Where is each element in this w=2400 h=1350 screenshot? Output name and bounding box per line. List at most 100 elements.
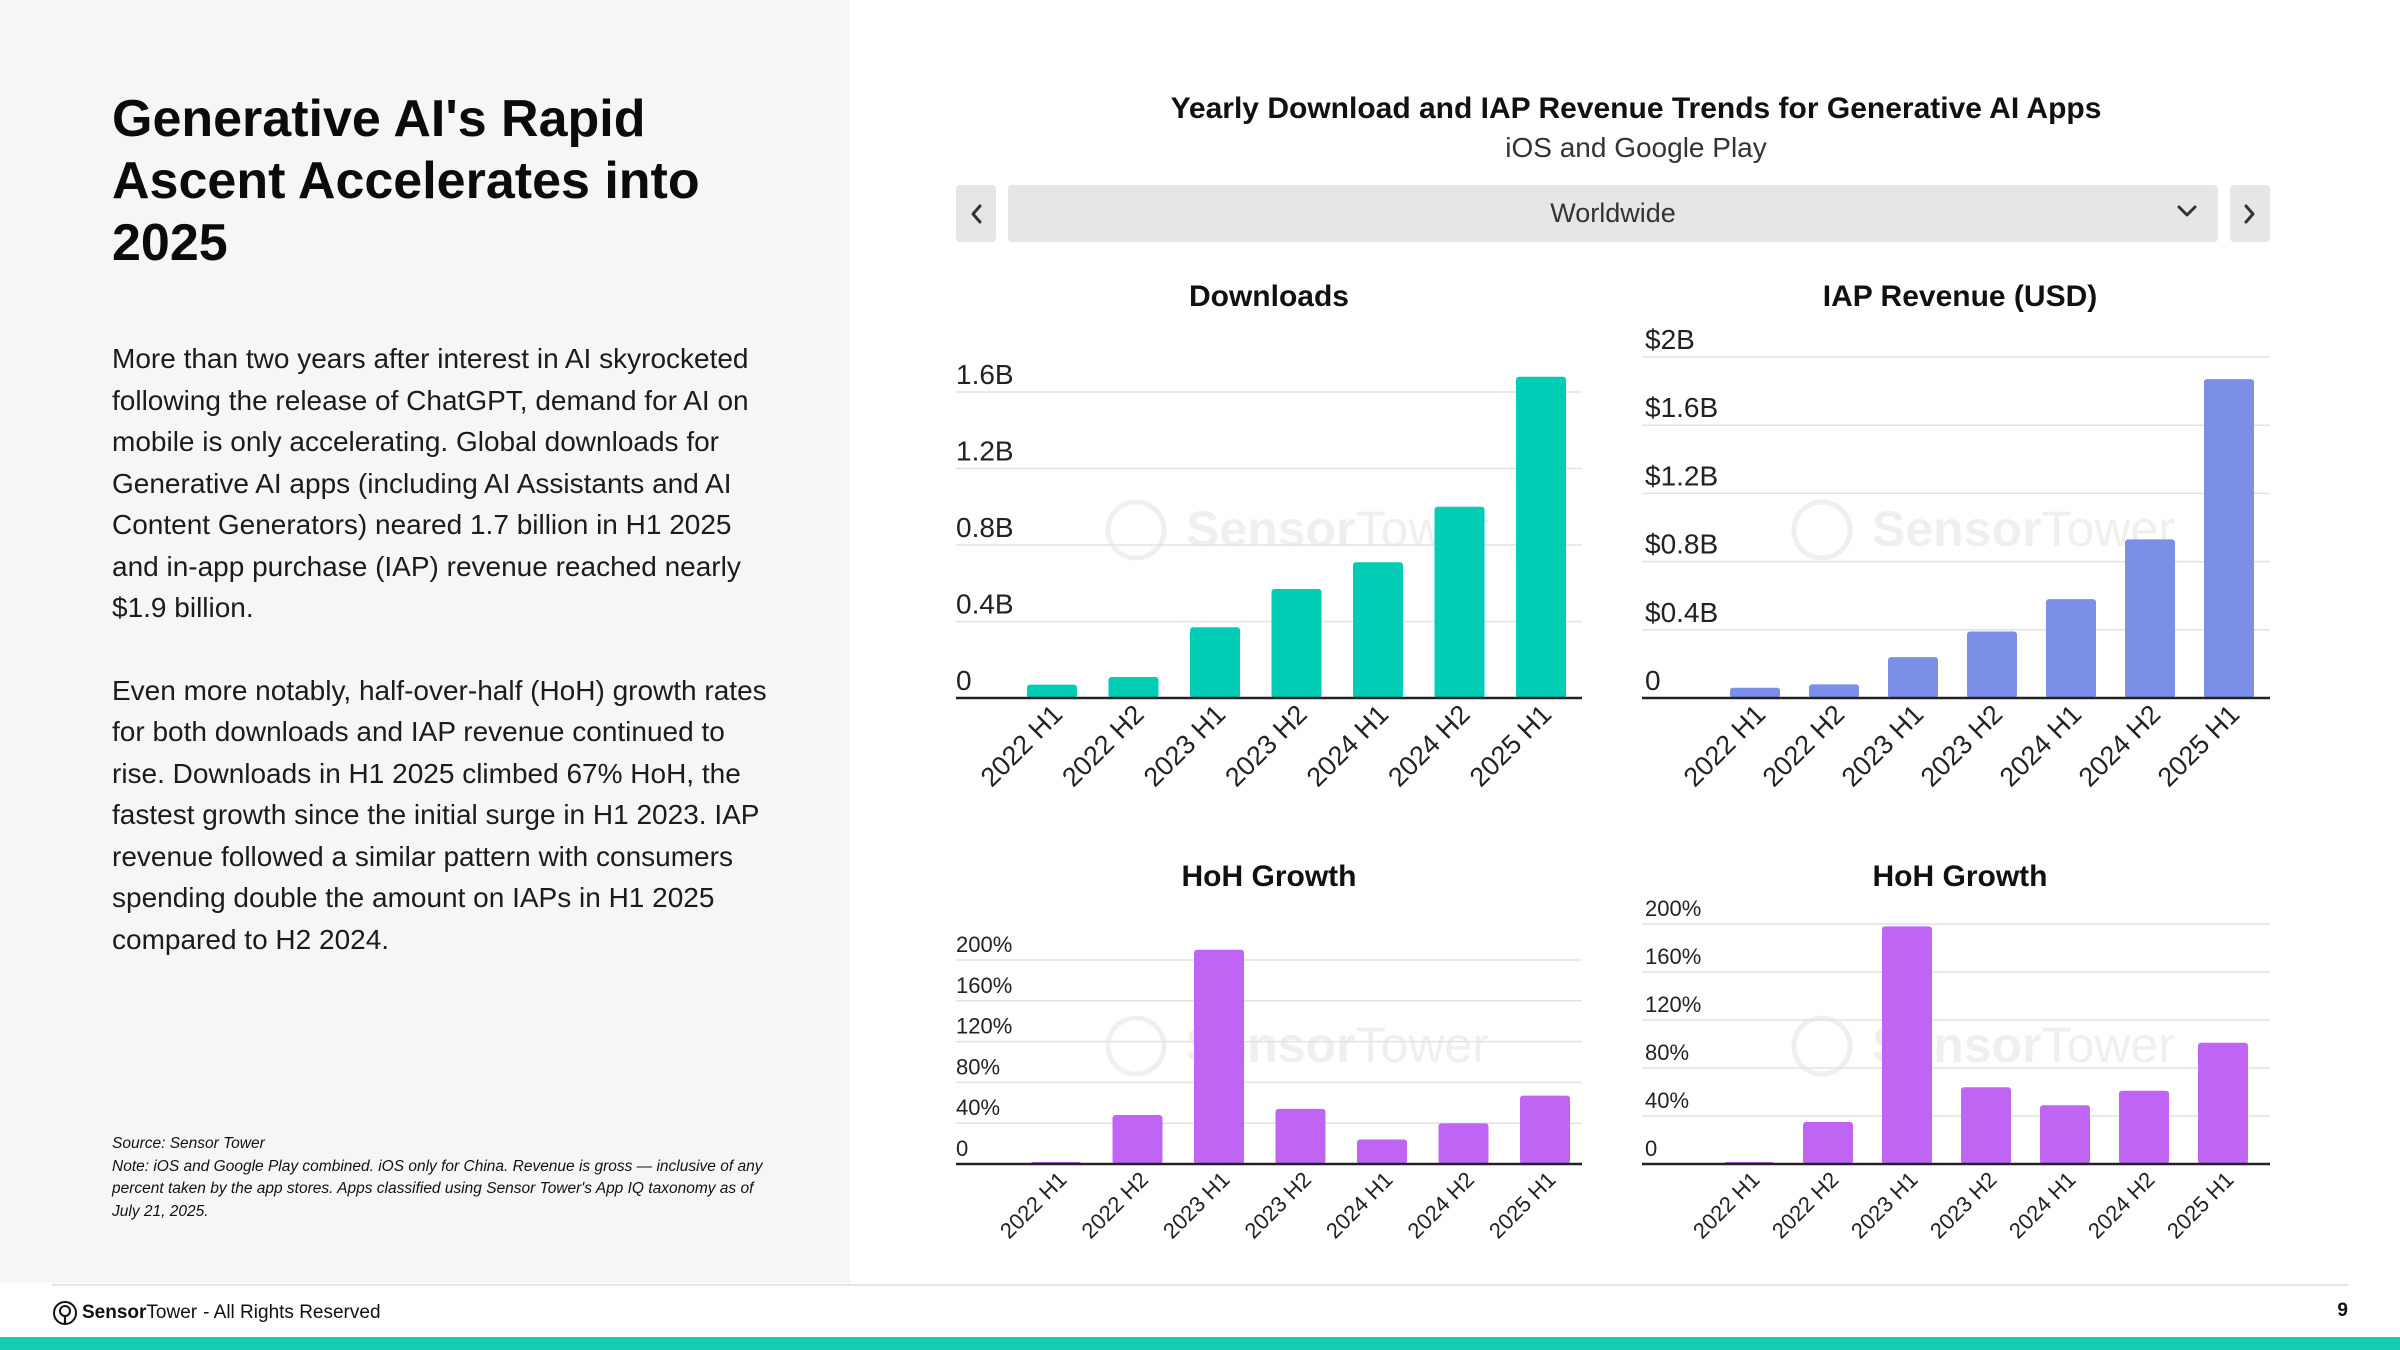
revenue-growth-chart-title: HoH Growth bbox=[1872, 860, 2048, 893]
x-tick-label: 2022 H1 bbox=[1688, 1167, 1765, 1244]
bar-2023-h2[interactable] bbox=[1275, 1108, 1326, 1164]
y-tick-label: 40% bbox=[956, 1095, 1000, 1120]
footer-rights: - All Rights Reserved bbox=[203, 1302, 381, 1323]
x-tick-label: 2023 H1 bbox=[1846, 1167, 1923, 1244]
x-tick-label: 2024 H1 bbox=[1301, 699, 1394, 792]
y-tick-label: 0 bbox=[956, 1136, 968, 1161]
y-tick-label: 200% bbox=[956, 932, 1012, 957]
bar-2024-h2[interactable] bbox=[2125, 539, 2175, 698]
revenue-chart: IAP Revenue (USD) SensorTower 0 $0.4B $0.8B… bbox=[1642, 276, 2270, 816]
chevron-right-icon bbox=[2244, 204, 2255, 223]
logo-brand-b: Tower bbox=[146, 1302, 198, 1323]
watermark-logo-icon bbox=[1791, 1015, 1853, 1077]
paragraph-1: More than two years after interest in AI… bbox=[112, 343, 749, 623]
note-line: Note: iOS and Google Play combined. iOS … bbox=[112, 1157, 763, 1220]
downloads-chart-svg: SensorTower 0 0.4B 0.8B 1.2B 1.6B 2022 H12022 … bbox=[956, 359, 1582, 792]
bar-2024-h2[interactable] bbox=[1434, 506, 1485, 698]
bar-2022-h2[interactable] bbox=[1809, 684, 1859, 698]
watermark-logo-icon bbox=[1105, 499, 1167, 561]
region-dropdown[interactable]: Worldwide bbox=[1008, 185, 2218, 242]
x-tick-label: 2024 H1 bbox=[1994, 699, 2087, 792]
x-tick-label: 2022 H1 bbox=[995, 1167, 1072, 1244]
revenue-growth-chart: HoH Growth SensorTower 0 40% 80% 120% 160% 200… bbox=[1642, 856, 2270, 1256]
region-selected-value: Worldwide bbox=[1550, 198, 1676, 228]
watermark: SensorTower bbox=[1791, 1015, 2175, 1077]
bar-2023-h1[interactable] bbox=[1882, 926, 1932, 1164]
y-tick-label: 200% bbox=[1645, 896, 1701, 921]
bar-2024-h2[interactable] bbox=[1438, 1123, 1489, 1164]
chart-subtitle: iOS and Google Play bbox=[1505, 132, 1767, 163]
left-panel: Generative AI's Rapid Ascent Accelerates… bbox=[0, 0, 850, 1283]
bar-2023-h2[interactable] bbox=[1967, 631, 2017, 698]
watermark: SensorTower bbox=[1105, 1015, 1489, 1077]
logo-brand-a: Sensor bbox=[82, 1302, 147, 1323]
y-tick-label: 160% bbox=[956, 973, 1012, 998]
y-tick-label: 0 bbox=[1645, 1136, 1657, 1161]
bar-2025-h1[interactable] bbox=[1520, 1095, 1570, 1164]
y-tick-label: $2B bbox=[1645, 324, 1695, 355]
bar-2023-h2[interactable] bbox=[1961, 1087, 2011, 1164]
bar-2022-h1[interactable] bbox=[1730, 687, 1780, 698]
bar-2024-h1[interactable] bbox=[2040, 1105, 2090, 1164]
previous-button[interactable] bbox=[956, 185, 996, 242]
y-tick-label: 1.2B bbox=[956, 436, 1014, 467]
y-tick-label: 80% bbox=[1645, 1040, 1689, 1065]
x-tick-label: 2022 H1 bbox=[975, 699, 1068, 792]
x-tick-label: 2022 H2 bbox=[1757, 699, 1850, 792]
x-tick-label: 2022 H1 bbox=[1678, 699, 1771, 792]
bar-2024-h1[interactable] bbox=[1357, 1139, 1407, 1164]
body-text: More than two years after interest in AI… bbox=[112, 338, 772, 1001]
chevron-left-icon bbox=[971, 204, 982, 223]
x-tick-label: 2025 H1 bbox=[2162, 1167, 2239, 1244]
bar-2022-h2[interactable] bbox=[1112, 1115, 1163, 1164]
y-tick-label: $1.2B bbox=[1645, 460, 1718, 491]
bar-2023-h1[interactable] bbox=[1888, 657, 1938, 698]
x-tick-label: 2022 H2 bbox=[1767, 1167, 1844, 1244]
bar-2024-h2[interactable] bbox=[2119, 1090, 2169, 1164]
page-number: 9 bbox=[2337, 1300, 2348, 1321]
x-tick-label: 2024 H2 bbox=[2083, 1167, 2160, 1244]
bar-2025-h1[interactable] bbox=[2198, 1042, 2248, 1164]
y-tick-label: 120% bbox=[1645, 992, 1701, 1017]
sensor-tower-logo: Sensor Tower bbox=[52, 1300, 197, 1326]
y-tick-label: 0 bbox=[956, 665, 972, 696]
x-tick-label: 2024 H2 bbox=[2073, 699, 2166, 792]
x-tick-label: 2025 H1 bbox=[1464, 699, 1557, 792]
bar-2024-h1[interactable] bbox=[2046, 599, 2096, 698]
bar-2025-h1[interactable] bbox=[1516, 376, 1566, 698]
paragraph-2: Even more notably, half-over-half (HoH) … bbox=[112, 674, 767, 955]
footer: Sensor Tower - All Rights Reserved bbox=[52, 1300, 381, 1326]
x-tick-label: 2023 H1 bbox=[1836, 699, 1929, 792]
bar-2024-h1[interactable] bbox=[1353, 562, 1403, 698]
bar-2025-h1[interactable] bbox=[2204, 379, 2254, 698]
y-tick-label: 120% bbox=[956, 1014, 1012, 1039]
x-tick-label: 2025 H1 bbox=[2152, 699, 2245, 792]
y-tick-label: $0.4B bbox=[1645, 597, 1718, 628]
bar-2022-h2[interactable] bbox=[1108, 676, 1159, 698]
y-tick-label: $1.6B bbox=[1645, 392, 1718, 423]
watermark: SensorTower bbox=[1791, 499, 2175, 561]
chart-header: Yearly Download and IAP Revenue Trends f… bbox=[956, 90, 2316, 166]
x-tick-label: 2025 H1 bbox=[1484, 1167, 1561, 1244]
x-tick-label: 2024 H2 bbox=[1403, 1167, 1480, 1244]
y-tick-label: 0 bbox=[1645, 665, 1661, 696]
x-tick-label: 2022 H2 bbox=[1056, 699, 1149, 792]
x-tick-label: 2023 H1 bbox=[1158, 1167, 1235, 1244]
downloads-growth-chart: HoH Growth SensorTower 0 40% 80% 120% 160% 200… bbox=[956, 856, 1582, 1256]
revenue-chart-svg: SensorTower 0 $0.4B $0.8B $1.2B $1.6B $2B 2022 … bbox=[1642, 324, 2270, 792]
bar-2022-h2[interactable] bbox=[1803, 1122, 1853, 1164]
watermark-logo-icon bbox=[1105, 1015, 1167, 1077]
bar-2023-h1[interactable] bbox=[1190, 627, 1240, 698]
x-tick-label: 2024 H2 bbox=[1382, 699, 1475, 792]
watermark: SensorTower bbox=[1105, 499, 1489, 561]
y-tick-label: 1.6B bbox=[956, 359, 1014, 390]
y-tick-label: 0.8B bbox=[956, 512, 1014, 543]
bar-2022-h1[interactable] bbox=[1027, 684, 1077, 698]
downloads-chart: Downloads SensorTower 0 0.4B 0.8B 1.2B 1.6B 20… bbox=[956, 276, 1582, 816]
x-tick-label: 2023 H2 bbox=[1925, 1167, 2002, 1244]
next-button[interactable] bbox=[2230, 185, 2270, 242]
bar-2023-h2[interactable] bbox=[1271, 588, 1322, 698]
watermark-logo-icon bbox=[1791, 499, 1853, 561]
x-tick-label: 2023 H1 bbox=[1138, 699, 1231, 792]
bar-2023-h1[interactable] bbox=[1194, 949, 1244, 1164]
